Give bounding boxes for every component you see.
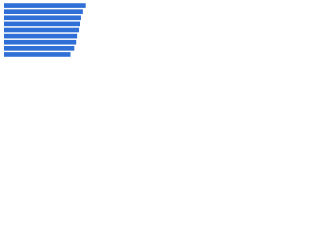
bar bbox=[4, 39, 77, 45]
bar bbox=[4, 52, 71, 57]
bar bbox=[4, 9, 83, 14]
chart bbox=[0, 0, 100, 71]
bar bbox=[4, 21, 80, 27]
page: (() => { const data = JSON.parse(documen… bbox=[0, 0, 320, 71]
bar bbox=[4, 27, 80, 33]
bar bbox=[4, 15, 81, 21]
bar bbox=[4, 3, 86, 8]
bar bbox=[4, 46, 75, 51]
bar bbox=[4, 33, 78, 39]
